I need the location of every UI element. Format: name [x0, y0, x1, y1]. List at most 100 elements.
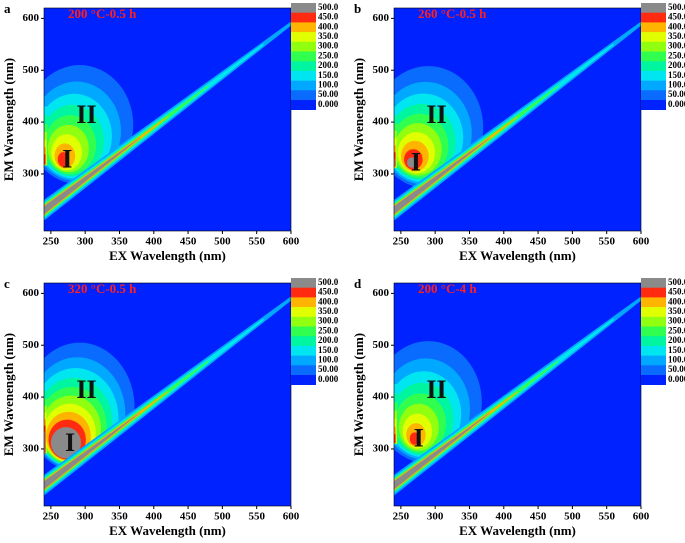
colorbar-label: 200.0 — [668, 335, 685, 345]
x-tick-label: 600 — [633, 236, 650, 248]
y-axis-label: EM Wavenength (nm) — [1, 333, 16, 456]
x-tick-label: 300 — [427, 236, 444, 248]
colorbar-label: 0.000 — [318, 99, 339, 109]
colorbar-label: 200.0 — [318, 60, 339, 70]
plot-frame — [43, 7, 292, 232]
x-tick-label: 350 — [111, 236, 128, 248]
colorbar-swatch — [641, 375, 666, 385]
scatter-band — [394, 43, 614, 219]
scatter-band — [44, 116, 168, 216]
panel-title: 200 °C-0.5 h — [68, 6, 137, 21]
x-tick-label: 450 — [180, 236, 197, 248]
panel-title: 260 °C-0.5 h — [418, 6, 487, 21]
colorbar-label: 250.0 — [318, 50, 339, 60]
colorbar-label: 350.0 — [318, 306, 339, 316]
colorbar-swatch — [291, 41, 316, 52]
colorbar-label: 0.000 — [668, 374, 685, 384]
x-tick-label: 450 — [530, 236, 547, 248]
peak-label: II — [76, 100, 96, 129]
y-axis-label: EM Wavenength (nm) — [351, 58, 366, 181]
colorbar-swatch — [291, 80, 316, 91]
scatter-band — [44, 318, 264, 494]
colorbar-swatch — [291, 375, 316, 385]
colorbar-swatch — [641, 70, 666, 81]
colorbar-swatch — [641, 297, 666, 308]
panel-title: 200 °C-4 h — [418, 281, 477, 296]
colorbar-label: 0.000 — [668, 99, 685, 109]
contour-fill — [44, 342, 135, 473]
colorbar-label: 300.0 — [318, 41, 339, 51]
colorbar-swatch — [641, 316, 666, 327]
colorbar-swatch — [291, 90, 316, 101]
y-tick-label: 500 — [373, 339, 390, 351]
x-tick-label: 550 — [598, 511, 615, 523]
scatter-band — [44, 137, 141, 215]
contour-level — [409, 432, 420, 445]
x-tick-label: 400 — [146, 236, 163, 248]
peak-label: I — [65, 428, 75, 457]
scatter-band — [394, 318, 614, 494]
contour-fill — [44, 65, 134, 185]
panel: 250 300 350 400 450 500 550 600 300 400 500 600 EX W… — [351, 1, 685, 263]
colorbar-swatch — [291, 100, 316, 110]
peak-label: II — [76, 375, 96, 404]
colorbar-swatch — [641, 61, 666, 72]
colorbar-label: 100.0 — [318, 355, 339, 365]
panel-title: 320 °C-0.5 h — [68, 281, 137, 296]
colorbar-swatch — [291, 326, 316, 337]
colorbar-swatch — [291, 355, 316, 366]
colorbar-label: 450.0 — [318, 12, 339, 22]
x-tick-label: 550 — [248, 511, 265, 523]
colorbar-label: 50.00 — [318, 364, 339, 374]
peak-label: I — [411, 148, 421, 177]
scatter-band — [44, 360, 209, 492]
scatter-band — [394, 412, 491, 490]
colorbar-swatch — [641, 3, 666, 13]
colorbar-label: 250.0 — [668, 325, 685, 335]
colorbar-swatch — [291, 22, 316, 33]
x-tick-label: 500 — [564, 236, 581, 248]
contour-level — [50, 427, 82, 459]
colorbar-label: 450.0 — [668, 287, 685, 297]
x-tick-label: 300 — [77, 511, 94, 523]
scatter-band — [44, 43, 264, 219]
colorbar-label: 150.0 — [668, 345, 685, 355]
x-tick-label: 250 — [393, 511, 410, 523]
colorbar-label: 300.0 — [318, 316, 339, 326]
x-tick-label: 250 — [393, 236, 410, 248]
colorbar-swatch — [291, 307, 316, 318]
panel-letter: b — [354, 1, 361, 16]
x-tick-label: 400 — [496, 511, 513, 523]
colorbar-swatch — [641, 355, 666, 366]
x-tick-label: 600 — [633, 511, 650, 523]
colorbar-label: 400.0 — [668, 21, 685, 31]
y-tick-label: 300 — [373, 167, 390, 179]
x-tick-label: 250 — [43, 511, 60, 523]
colorbar-swatch — [641, 336, 666, 347]
colorbar-swatch — [291, 61, 316, 72]
colorbar-swatch — [641, 32, 666, 43]
x-tick-label: 450 — [530, 511, 547, 523]
x-tick-label: 500 — [564, 511, 581, 523]
x-axis-label: EX Wavelength (nm) — [459, 523, 576, 538]
colorbar-label: 50.00 — [668, 364, 685, 374]
colorbar-label: 450.0 — [668, 12, 685, 22]
colorbar-label: 150.0 — [318, 345, 339, 355]
contour-fill — [394, 66, 484, 189]
y-tick-label: 400 — [373, 116, 390, 128]
colorbar-swatch — [641, 80, 666, 91]
colorbar-swatch — [291, 365, 316, 376]
colorbar-swatch — [641, 41, 666, 52]
contour-level — [394, 158, 395, 167]
y-tick-label: 500 — [373, 64, 390, 76]
colorbar-swatch — [641, 326, 666, 337]
contour-level — [44, 154, 46, 165]
scatter-band — [394, 137, 491, 215]
colorbar-swatch — [291, 32, 316, 43]
x-tick-label: 550 — [248, 236, 265, 248]
colorbar-swatch — [291, 336, 316, 347]
y-tick-label: 300 — [23, 167, 40, 179]
peak-label: II — [426, 375, 446, 404]
plot-frame — [393, 7, 642, 232]
